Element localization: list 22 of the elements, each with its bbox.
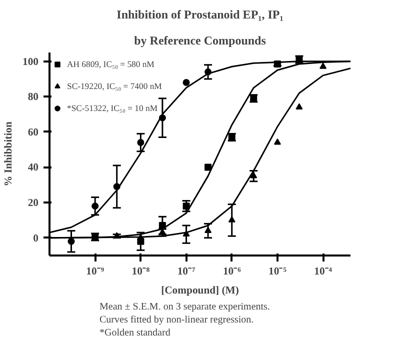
- x-tick-label: 10⁻⁷: [177, 266, 196, 278]
- y-tick-label: 20: [28, 198, 38, 210]
- text: Mean ± S.E.M. on 3 separate experiments.: [100, 302, 270, 312]
- legend-label: AH 6809, IC₅₀ = 580 nM: [67, 59, 154, 69]
- x-tick-label: 10⁻⁹: [86, 266, 104, 278]
- x-tick-label: 10⁻⁸: [132, 266, 150, 278]
- x-axis-title: [Compound] (M): [161, 286, 240, 296]
- y-tick-label: 60: [28, 127, 38, 138]
- y-tick-label: 40: [28, 162, 38, 174]
- chart-subtitle: by Reference Compounds: [134, 34, 266, 48]
- y-axis-title: % Inhibbition: [4, 121, 15, 186]
- x-tick-label: 10⁻⁶: [222, 266, 241, 278]
- y-tick-label: 100: [22, 56, 38, 68]
- x-tick-label: 10⁻⁴: [314, 266, 333, 278]
- y-tick-label: 80: [28, 92, 38, 104]
- legend-label: SC-19220, IC₅₀ = 7400 nM: [67, 81, 162, 91]
- y-tick-label: 0: [33, 233, 38, 244]
- text: *Golden standard: [100, 328, 170, 338]
- legend-label: *SC-51322, IC₅₀ = 10 nM: [67, 103, 158, 113]
- text: Curves fitted by non-linear regression.: [100, 314, 254, 326]
- chart-title: Inhibition of Prostanoid EP₁, IP₁: [116, 8, 284, 22]
- x-tick-label: 10⁻⁵: [268, 266, 286, 278]
